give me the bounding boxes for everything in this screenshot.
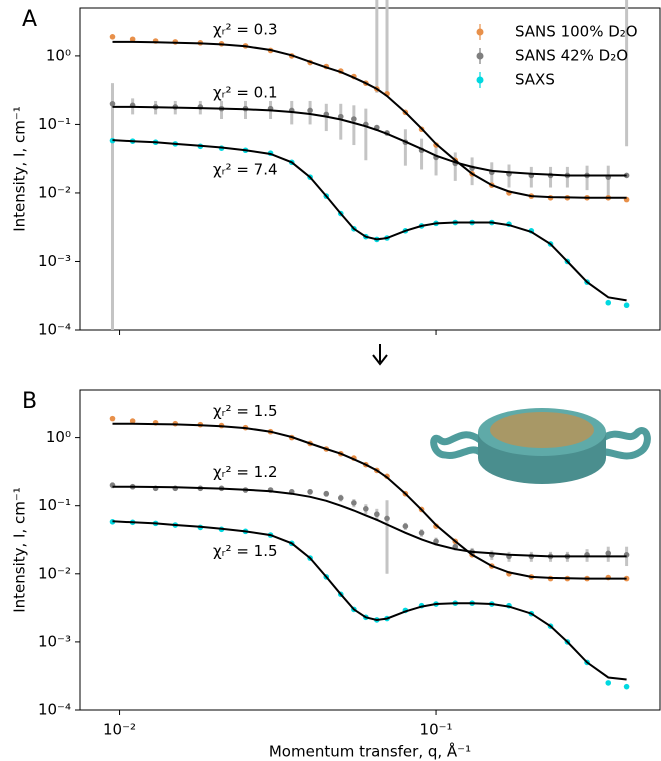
- panel-label: B: [22, 389, 37, 414]
- fit-line: [112, 485, 627, 558]
- legend-label: SANS 42% D₂O: [515, 47, 628, 65]
- fit-line: [112, 40, 627, 199]
- y-tick-label: 10⁻⁴: [38, 321, 71, 339]
- y-tick-label: 10⁻³: [38, 632, 71, 650]
- legend-label: SANS 100% D₂O: [515, 23, 638, 41]
- fit-line: [112, 520, 627, 681]
- y-axis-label: Intensity, I, cm⁻¹: [11, 487, 29, 613]
- y-tick-label: 10⁻³: [38, 252, 71, 270]
- panel-label: A: [22, 7, 37, 32]
- data-point: [384, 515, 390, 522]
- data-point: [623, 172, 630, 179]
- data-point: [363, 506, 369, 512]
- data-point: [129, 36, 136, 43]
- chi-square-annotation: χᵣ² = 1.5: [213, 402, 278, 420]
- plot-frame: [79, 7, 661, 331]
- legend-label: SAXS: [515, 71, 555, 89]
- legend-marker: [476, 52, 484, 60]
- nanodisc-inset: [430, 408, 651, 484]
- data-point: [402, 523, 409, 530]
- chi-square-annotation: χᵣ² = 1.2: [213, 463, 278, 481]
- data-point: [433, 538, 439, 545]
- chi-square-annotation: χᵣ² = 0.3: [213, 20, 278, 38]
- legend-marker: [476, 76, 484, 84]
- data-point: [337, 495, 344, 501]
- legend-marker: [476, 28, 484, 36]
- down-arrow: [372, 344, 388, 366]
- plot-area: [109, 0, 630, 330]
- data-point: [323, 490, 330, 497]
- data-point: [605, 550, 612, 557]
- x-tick-label: 10⁻²: [103, 721, 136, 739]
- y-axis-label: Intensity, I, cm⁻¹: [11, 106, 29, 232]
- data-point: [623, 575, 630, 582]
- y-tick-label: 10⁻¹: [38, 115, 71, 133]
- y-tick-label: 10⁰: [46, 428, 71, 446]
- data-point: [351, 500, 357, 506]
- data-point: [623, 683, 630, 690]
- fit-line: [112, 139, 627, 302]
- data-point: [374, 511, 380, 518]
- data-point: [109, 415, 116, 422]
- chi-square-annotation: χᵣ² = 7.4: [213, 161, 278, 179]
- y-tick-label: 10⁰: [46, 46, 71, 64]
- chi-square-annotation: χᵣ² = 0.1: [213, 83, 278, 101]
- data-point: [109, 33, 116, 40]
- fit-line: [112, 105, 627, 177]
- data-point: [605, 299, 612, 306]
- x-tick-label: 10⁻¹: [420, 721, 453, 739]
- data-point: [623, 302, 630, 309]
- plot-frame: [79, 389, 661, 711]
- y-tick-label: 10⁻⁴: [38, 701, 71, 719]
- fit-line: [112, 422, 627, 580]
- data-point: [605, 680, 612, 686]
- y-tick-label: 10⁻²: [38, 183, 71, 201]
- data-point: [307, 488, 313, 495]
- data-point: [337, 113, 344, 120]
- chi-square-annotation: χᵣ² = 1.5: [213, 542, 278, 560]
- data-point: [129, 418, 136, 424]
- x-axis-label: Momentum transfer, q, Å⁻¹: [269, 742, 471, 761]
- data-point: [307, 107, 313, 114]
- data-point: [109, 100, 116, 107]
- data-point: [418, 529, 425, 536]
- y-tick-label: 10⁻²: [38, 564, 71, 582]
- data-point: [351, 116, 357, 122]
- y-tick-label: 10⁻¹: [38, 496, 71, 514]
- plot-area: [109, 415, 630, 690]
